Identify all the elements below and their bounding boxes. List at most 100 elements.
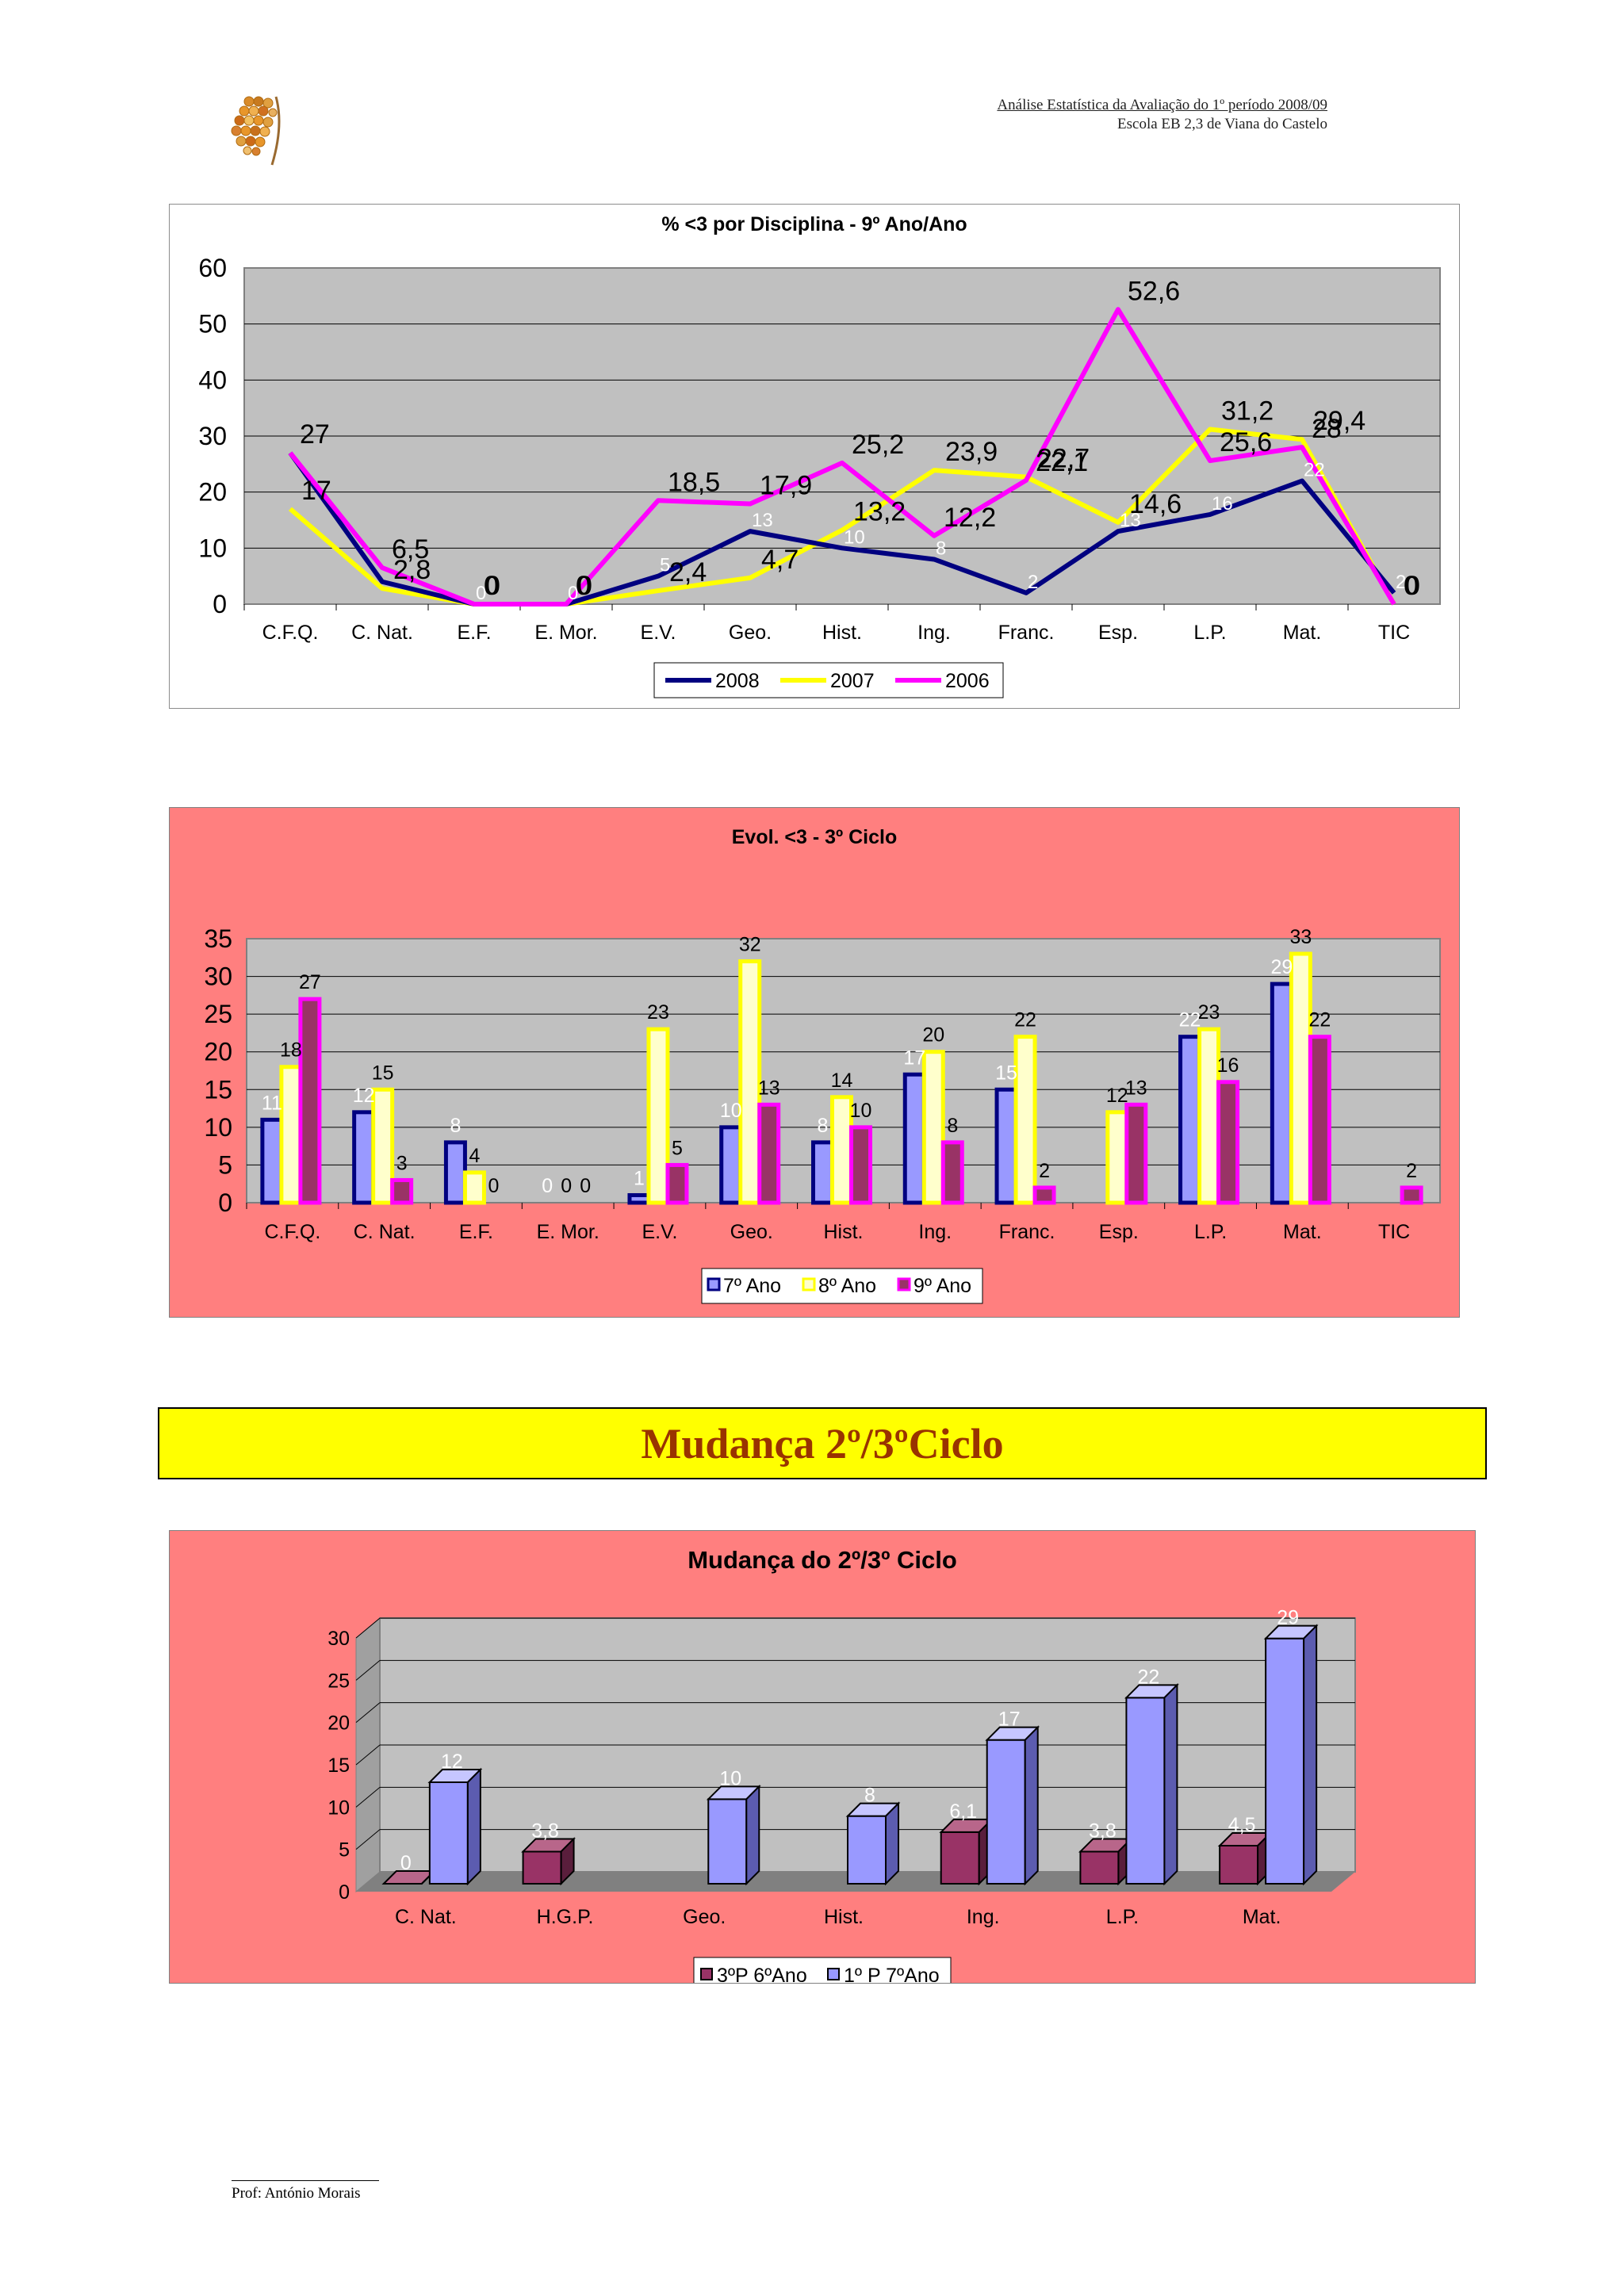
bar-side — [466, 1767, 481, 1886]
y-tick-label: 5 — [339, 1839, 350, 1862]
bar-8º Ano — [738, 959, 762, 1205]
x-tick-label: Mat. — [1283, 622, 1322, 644]
bar-9º Ano — [1124, 1102, 1148, 1205]
legend-box — [701, 1268, 983, 1304]
bar-8º Ano — [921, 1050, 945, 1205]
bar-front — [707, 1798, 748, 1885]
legend-swatch — [707, 1277, 721, 1292]
data-label: 17,9 — [760, 471, 812, 501]
data-label: 22 — [1179, 1009, 1201, 1031]
data-label: 22,1 — [1036, 447, 1088, 477]
bar-9º Ano — [298, 997, 322, 1205]
bar-8º Ano — [1197, 1027, 1221, 1205]
y-tick-label: 35 — [204, 924, 232, 953]
line-chart: % <3 por Disciplina - 9º Ano/Ano C.F.Q. C… — [198, 213, 1441, 698]
data-label: 0 — [1404, 571, 1419, 601]
bar-7º Ano — [1270, 982, 1293, 1205]
data-label: 22 — [1304, 460, 1325, 481]
legend-swatch — [700, 1968, 713, 1980]
x-tick-label: Ing. — [918, 1221, 952, 1243]
data-label: 22 — [1014, 1009, 1036, 1031]
x-tick-label: L.P. — [1193, 622, 1226, 644]
bar-8º Ano — [1105, 1110, 1129, 1205]
bar-8º Ano — [646, 1027, 670, 1205]
data-label: 23,9 — [945, 437, 998, 467]
data-label: 3 — [396, 1152, 408, 1174]
x-tick-label: Mat. — [1283, 1221, 1322, 1243]
x-tick-label: Ing. — [967, 1906, 1000, 1928]
bar-8º Ano — [830, 1095, 853, 1205]
banner-title: Mudança 2º/3ºCiclo — [641, 1419, 1004, 1468]
data-label: 6,1 — [949, 1800, 977, 1823]
data-label: 2,8 — [393, 555, 431, 585]
bar-side — [885, 1801, 899, 1886]
bar-front — [1079, 1850, 1120, 1885]
data-label: 13 — [752, 510, 773, 531]
y-tick-label: 20 — [327, 1712, 350, 1735]
chart-title: % <3 por Disciplina - 9º Ano/Ano — [661, 213, 967, 235]
data-label: 10 — [720, 1100, 742, 1122]
y-tick-label: 15 — [204, 1075, 232, 1104]
legend-label: 1º P 7ºAno — [844, 1965, 940, 1983]
data-label: 29 — [1277, 1607, 1299, 1629]
data-label: 23 — [1198, 1001, 1220, 1024]
data-label: 16 — [1212, 493, 1233, 515]
data-label: 1 — [634, 1167, 645, 1189]
legend-label: 2007 — [830, 670, 875, 692]
x-tick-label: Franc. — [999, 1221, 1055, 1243]
y-tick-label: 10 — [327, 1797, 350, 1819]
bar-9º Ano — [849, 1125, 872, 1205]
data-label: 6,5 — [392, 534, 429, 564]
bar-7º Ano — [1178, 1035, 1202, 1205]
bar-side — [1024, 1725, 1039, 1886]
data-label: 22 — [1138, 1666, 1160, 1688]
data-label: 0 — [561, 1175, 572, 1197]
data-label: 4,7 — [761, 545, 799, 575]
data-label: 27 — [299, 971, 321, 993]
data-label: 5 — [672, 1137, 683, 1159]
bar-7º Ano — [443, 1140, 467, 1205]
bar3d-chart-panel: Mudança do 2º/3º Ciclo C. Nat. H.G.P. Geo.… — [169, 1530, 1476, 1993]
bar-side — [1303, 1624, 1318, 1886]
x-tick-label: TIC — [1378, 1221, 1410, 1243]
chart-title: Mudança do 2º/3º Ciclo — [688, 1546, 957, 1574]
x-tick-label: C.F.Q. — [262, 622, 319, 644]
bar-front — [847, 1815, 887, 1885]
gridline-side — [355, 1617, 381, 1639]
data-label: 2,4 — [669, 557, 707, 587]
data-label: 15 — [995, 1062, 1017, 1084]
data-label: 0 — [488, 1175, 499, 1197]
bar-9º Ano — [1308, 1035, 1331, 1205]
data-label: 2 — [1039, 1160, 1050, 1182]
x-tick-label: Hist. — [822, 622, 862, 644]
data-label: 4 — [469, 1145, 480, 1167]
data-label: 25,6 — [1220, 427, 1272, 457]
y-tick-label: 5 — [218, 1150, 232, 1179]
data-label: 17 — [301, 476, 331, 506]
data-label: 0 — [484, 571, 499, 601]
bar-side — [1163, 1682, 1178, 1886]
data-label: 0 — [577, 571, 592, 601]
bar-9º Ano — [1032, 1185, 1056, 1205]
section-banner: Mudança 2º/3ºCiclo — [158, 1407, 1487, 1479]
y-tick-label: 0 — [218, 1188, 232, 1217]
data-label: 11 — [262, 1092, 282, 1114]
bar-front — [1219, 1845, 1259, 1885]
data-label: 29 — [1270, 956, 1293, 978]
data-label: 3,8 — [1089, 1820, 1116, 1842]
data-label: 13,2 — [853, 497, 906, 527]
x-tick-label: C. Nat. — [354, 1221, 416, 1243]
y-tick-label: 30 — [327, 1628, 350, 1650]
data-label: 12 — [441, 1751, 463, 1773]
data-label: 13 — [758, 1077, 780, 1099]
x-tick-label: E. Mor. — [534, 622, 597, 644]
x-tick-label: Geo. — [730, 1221, 773, 1243]
legend-label: 3ºP 6ºAno — [717, 1965, 807, 1983]
gridline-side — [355, 1829, 381, 1850]
legend-label: 2006 — [945, 670, 990, 692]
y-tick-label: 10 — [204, 1113, 232, 1142]
x-tick-label: Geo. — [729, 622, 772, 644]
x-tick-label: Ing. — [917, 622, 951, 644]
bar-8º Ano — [462, 1170, 486, 1205]
data-label: 8 — [818, 1115, 829, 1137]
